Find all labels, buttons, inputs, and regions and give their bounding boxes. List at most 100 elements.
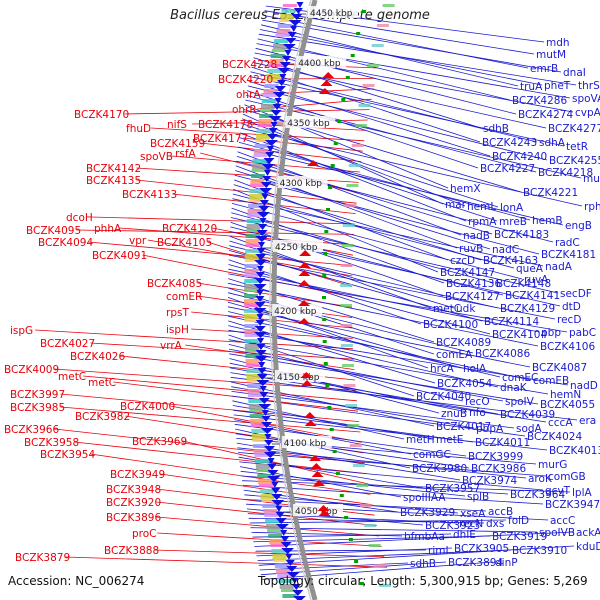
left-gene-label: BCZK3948 xyxy=(106,484,161,496)
left-gene-label: BCZK4133 xyxy=(122,189,177,201)
right-gene-label: radC xyxy=(555,237,580,249)
left-gene-label: ispG xyxy=(10,325,33,337)
reverse-gene-arrow xyxy=(282,44,296,50)
stripe-right xyxy=(252,164,267,169)
reverse-gene-arrow xyxy=(254,260,268,266)
left-gene-label: BCZK3969 xyxy=(132,436,187,448)
left-gene-connector xyxy=(88,241,353,266)
right-gene-label: holA xyxy=(463,363,487,375)
reverse-gene-arrow xyxy=(286,566,298,572)
reverse-gene-arrow xyxy=(271,488,281,494)
reverse-gene-arrow xyxy=(271,500,285,506)
stripe-right xyxy=(251,429,266,433)
stripe-left xyxy=(348,164,361,167)
reverse-gene-arrow xyxy=(254,302,266,308)
minor-tick xyxy=(330,164,335,167)
right-gene-label: comEC xyxy=(502,372,538,384)
stripe-right xyxy=(244,319,259,322)
stripe-right xyxy=(246,379,261,382)
right-gene-connector xyxy=(262,561,494,580)
stripe-right xyxy=(256,129,271,133)
right-gene-label: accC xyxy=(550,515,575,527)
right-gene-label: BCZK4141 xyxy=(505,290,560,302)
stripe-right xyxy=(244,339,259,343)
left-gene-label: BCZK4009 xyxy=(4,364,59,376)
kbp-tick-label: 4100 kbp xyxy=(284,439,327,449)
stripe-right xyxy=(266,524,281,529)
stripe-left xyxy=(346,184,359,187)
left-gene-connector xyxy=(76,229,355,235)
right-gene-connector xyxy=(228,282,539,347)
right-gene-connector xyxy=(230,376,578,421)
left-gene-connector xyxy=(182,440,369,485)
reverse-gene-arrow xyxy=(266,134,278,140)
reverse-gene-arrow xyxy=(264,440,274,446)
genome-backbone-arc xyxy=(269,0,318,600)
left-gene-label: BCZK4027 xyxy=(40,338,95,350)
stripe-left xyxy=(352,464,365,467)
left-gene-connector xyxy=(154,549,385,558)
stripe-right xyxy=(247,394,262,397)
stripe-right xyxy=(274,39,289,43)
reverse-gene-arrow xyxy=(277,80,287,86)
reverse-gene-arrow xyxy=(265,152,275,158)
kbp-tick-labels: 4450 kbp 4400 kbp 4350 kbp 4300 kbp 4250 kbp… xyxy=(262,6,367,585)
right-gene-label: ruvA xyxy=(524,274,549,286)
right-gene-label: BCZK4243 xyxy=(482,137,537,149)
gene-arrows xyxy=(253,2,335,600)
stripe-right xyxy=(263,509,278,514)
right-gene-label: sodA xyxy=(516,423,543,435)
right-gene-connector xyxy=(228,339,549,395)
reverse-gene-arrow xyxy=(256,212,270,218)
right-gene-label: rimI xyxy=(428,545,449,557)
minor-tick xyxy=(348,538,353,541)
right-gene-label: comGB xyxy=(548,471,586,483)
reverse-gene-arrow xyxy=(275,506,283,512)
right-gene-label: dhlE xyxy=(453,529,476,541)
right-gene-label: BCZK4147 xyxy=(440,267,495,279)
right-gene-label: ackA xyxy=(576,527,600,539)
reverse-gene-arrow xyxy=(290,26,298,32)
right-gene-label: recN xyxy=(459,518,483,530)
left-gene-label: BCZK3949 xyxy=(110,469,165,481)
right-gene-label: lplA xyxy=(572,487,592,499)
reverse-gene-arrow xyxy=(253,284,267,290)
right-gene-label: dtD xyxy=(562,301,581,313)
reverse-gene-arrow xyxy=(261,194,269,200)
stripe-right xyxy=(281,589,295,592)
minor-tick xyxy=(359,582,364,585)
reverse-gene-arrow xyxy=(259,218,267,224)
reverse-gene-arrow xyxy=(258,398,270,404)
right-gene-label: ruvB xyxy=(459,243,483,255)
minor-tick xyxy=(325,384,330,387)
left-gene-label: BCZK3896 xyxy=(106,512,161,524)
kbp-tick-label: 4400 kbp xyxy=(298,59,341,69)
stripe-right xyxy=(247,209,262,214)
right-gene-label: engB xyxy=(565,220,592,232)
stripe-left xyxy=(340,344,353,347)
right-gene-label: BCZK4054 xyxy=(437,378,492,390)
stripe-right xyxy=(251,169,266,172)
reverse-gene-arrow xyxy=(259,386,267,392)
right-gene-label: BCZK4286 xyxy=(512,95,567,107)
stripe-right xyxy=(273,559,288,562)
right-gene-label: BCZK4163 xyxy=(483,255,538,267)
stripe-left xyxy=(364,524,377,527)
right-gene-connector xyxy=(254,531,575,547)
right-gene-connector xyxy=(228,254,556,320)
reverse-gene-arrow xyxy=(262,176,272,182)
left-gene-connector xyxy=(60,406,361,433)
right-gene-label: lonA xyxy=(500,202,524,214)
right-gene-label: dnaK xyxy=(500,382,528,394)
right-gene-label: BCZK4277 xyxy=(548,123,600,135)
kbp-tick-bg xyxy=(272,304,323,316)
right-gene-label: metE xyxy=(436,434,463,446)
stripe-left xyxy=(344,204,357,207)
reverse-gene-arrow xyxy=(288,20,302,26)
minor-tick xyxy=(322,318,327,321)
minor-tick xyxy=(344,516,349,519)
right-gene-label: sdhB xyxy=(410,558,436,570)
stripe-right xyxy=(250,424,265,427)
stripe-left xyxy=(340,264,353,267)
right-gene-connector xyxy=(239,132,467,222)
